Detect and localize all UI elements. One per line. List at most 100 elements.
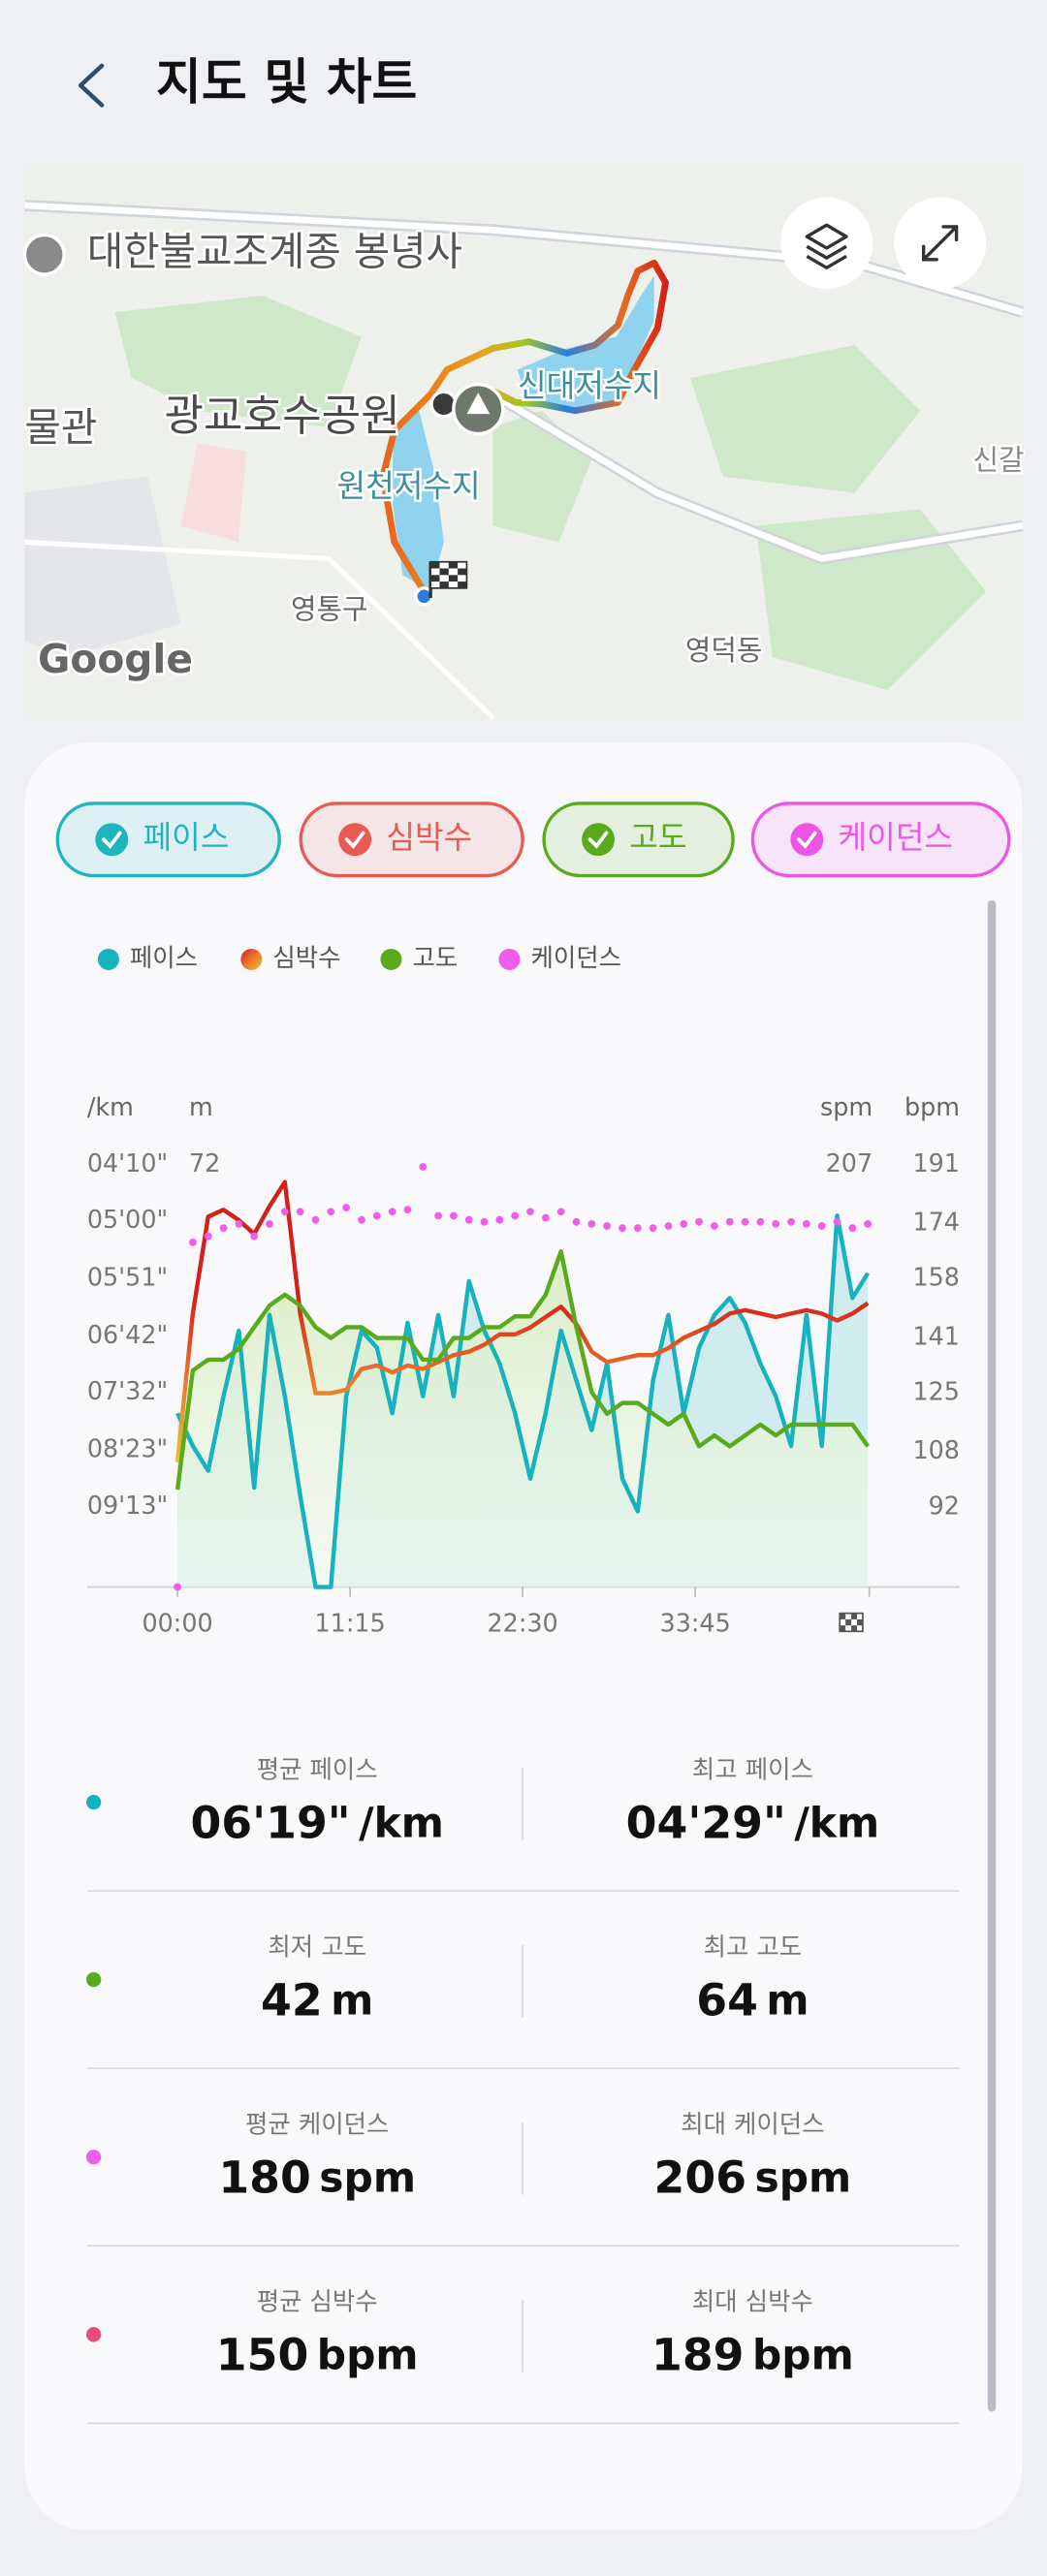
legend-label: 고도 bbox=[412, 943, 458, 972]
route bbox=[379, 259, 669, 593]
y-tick-label: 04'10" bbox=[87, 1148, 168, 1178]
cadence-dot bbox=[664, 1222, 673, 1230]
axis-unit: m bbox=[189, 1092, 213, 1121]
cadence-dot bbox=[772, 1219, 780, 1228]
cadence-dot bbox=[756, 1217, 765, 1226]
stat-number: 64 bbox=[696, 1974, 758, 2026]
cadence-dot bbox=[541, 1213, 550, 1222]
stat-number: 189 bbox=[651, 2329, 745, 2380]
stat-unit: m bbox=[766, 1976, 809, 2024]
stat-number: 42 bbox=[261, 1974, 323, 2026]
cadence-dot bbox=[480, 1217, 489, 1226]
stat-value: 64 m bbox=[696, 1974, 809, 2026]
cadence-dot bbox=[327, 1208, 335, 1216]
chips: 페이스 심박수 고도 케이던스 bbox=[55, 801, 1011, 878]
cadence-dot bbox=[372, 1211, 381, 1220]
legend-swatch bbox=[498, 948, 521, 970]
urban bbox=[24, 476, 181, 658]
cadence-dot bbox=[633, 1224, 642, 1233]
cadence-dot bbox=[787, 1217, 795, 1226]
areas bbox=[177, 1215, 869, 1587]
road bbox=[491, 391, 1023, 562]
cadence-dot bbox=[802, 1219, 810, 1228]
card bbox=[24, 742, 1023, 2530]
chip-check bbox=[582, 823, 615, 857]
filter-chip[interactable] bbox=[750, 801, 1011, 878]
cadence-dot bbox=[296, 1208, 304, 1216]
cadence-dot bbox=[189, 1238, 197, 1246]
check-mark bbox=[344, 831, 365, 849]
stat-value: 04'29"/km bbox=[626, 1797, 879, 1848]
cadence-dot bbox=[725, 1217, 734, 1226]
stat-label: 최고 페이스 bbox=[692, 1754, 813, 1783]
stat-number: 180 bbox=[218, 2152, 311, 2203]
stat-label: 최저 고도 bbox=[268, 1932, 366, 1961]
area bbox=[180, 443, 247, 543]
lake bbox=[391, 410, 444, 592]
series-area bbox=[177, 1251, 869, 1587]
scrollbar[interactable] bbox=[987, 899, 997, 2412]
check-mark bbox=[796, 831, 817, 849]
cadence-dot bbox=[833, 1217, 841, 1226]
road bbox=[24, 539, 495, 720]
cadence-dot bbox=[603, 1222, 612, 1230]
stat-number: 06'19" bbox=[190, 1797, 350, 1848]
cadence-dot bbox=[526, 1208, 534, 1216]
legend-swatch bbox=[97, 948, 119, 970]
filter-chip[interactable] bbox=[542, 801, 735, 878]
page-title: 지도 및 차트 bbox=[156, 53, 417, 110]
cadence-dot bbox=[695, 1217, 703, 1226]
cadence-dot bbox=[419, 1163, 428, 1171]
map-label: 영통구 bbox=[291, 593, 367, 626]
filter-chip[interactable] bbox=[55, 801, 281, 878]
cadence-dot bbox=[511, 1211, 520, 1220]
stat-value: 206 spm bbox=[654, 2152, 852, 2203]
stat-number: 206 bbox=[654, 2152, 747, 2203]
chip-label: 케이던스 bbox=[839, 819, 953, 856]
stat-label: 최대 케이던스 bbox=[681, 2110, 824, 2139]
legend-label: 케이던스 bbox=[531, 943, 622, 972]
park bbox=[114, 296, 362, 427]
stat-label: 평균 케이던스 bbox=[245, 2110, 389, 2139]
map-label: 물관 bbox=[24, 404, 97, 451]
cadence-dot bbox=[342, 1204, 351, 1211]
filter-chip[interactable] bbox=[299, 801, 524, 878]
legend-label: 심박수 bbox=[272, 943, 340, 972]
layers-button[interactable] bbox=[780, 197, 873, 290]
y-tick-label: 07'32" bbox=[87, 1376, 168, 1405]
cadence-dot bbox=[235, 1219, 243, 1228]
cadence-dot bbox=[388, 1208, 397, 1216]
stat-unit: spm bbox=[319, 2153, 416, 2201]
map-label: 원천저수지 bbox=[337, 467, 481, 504]
cadence-dot bbox=[619, 1224, 626, 1233]
cadence-dot bbox=[864, 1219, 872, 1228]
map-label: 신갈 bbox=[973, 443, 1025, 476]
stat-value: 180 spm bbox=[218, 2152, 416, 2203]
x-tick-label: 00:00 bbox=[142, 1609, 212, 1638]
y-tick-label: 06'42" bbox=[87, 1320, 168, 1349]
cadence-dot bbox=[649, 1224, 657, 1233]
stat-label: 평균 심박수 bbox=[257, 2287, 378, 2316]
chip-label: 페이스 bbox=[143, 819, 229, 856]
y-tick-label: 108 bbox=[912, 1435, 959, 1464]
cadence-dot bbox=[464, 1215, 473, 1224]
stat-unit: bpm bbox=[317, 2331, 419, 2378]
stat-dot bbox=[86, 2150, 102, 2165]
back-button[interactable] bbox=[78, 63, 105, 108]
stat-number: 04'29" bbox=[626, 1797, 786, 1848]
chart: /km 04'10" 05'00" 05'51" 06'42" 07'32" 08'23" 0… bbox=[86, 943, 960, 1638]
chip-label: 고도 bbox=[629, 819, 686, 856]
stat-value: 06'19"/km bbox=[190, 1797, 443, 1848]
chip-check bbox=[338, 823, 372, 857]
x-tick-label: 33:45 bbox=[660, 1609, 731, 1638]
temple-icon bbox=[22, 233, 66, 276]
x-tick-label: 11:15 bbox=[314, 1609, 385, 1638]
finish-icon bbox=[839, 1612, 864, 1633]
axis-unit: bpm bbox=[904, 1092, 960, 1121]
series-line bbox=[174, 1249, 870, 1491]
y-tick-label: 174 bbox=[912, 1208, 959, 1237]
cadence-dot bbox=[711, 1222, 718, 1230]
